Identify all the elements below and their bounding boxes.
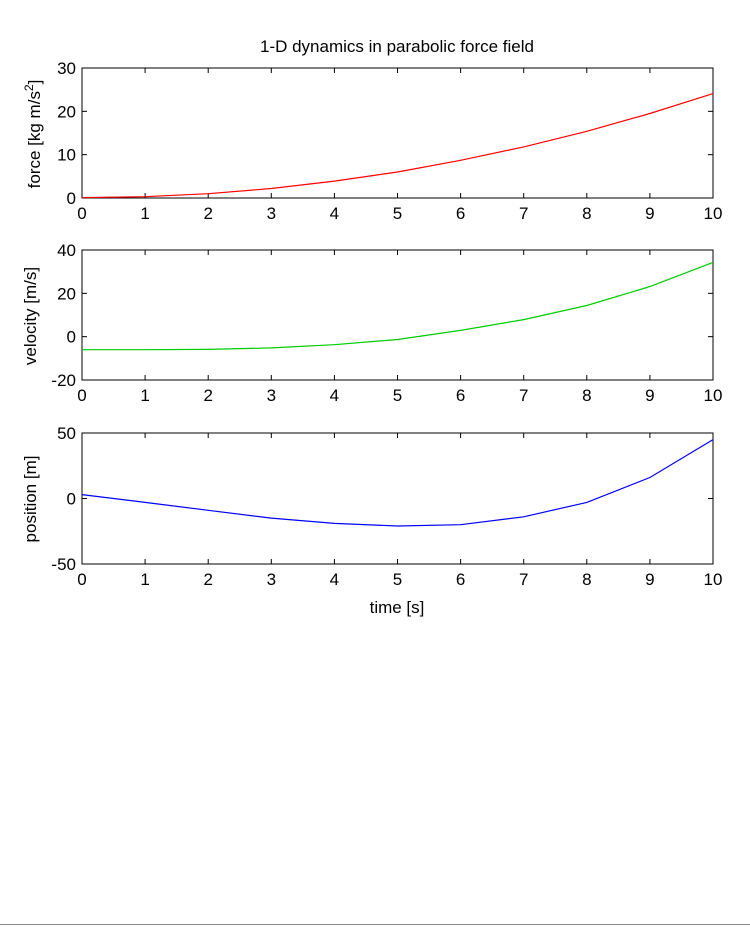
velocity-series-line: [82, 261, 714, 351]
velocity-x-tick-label: 6: [456, 386, 465, 405]
position-x-tick-label: 8: [582, 570, 591, 589]
position-x-tick-label: 10: [704, 570, 723, 589]
position-series-line: [81, 439, 714, 527]
force-y-tick-label: 10: [57, 146, 76, 165]
force-series-line: [81, 93, 714, 199]
force-x-tick-label: 0: [77, 204, 86, 223]
force-y-axis-label-base: force [kg m/s: [25, 91, 44, 188]
force-plot: 0 1 2 3 4 5 6 7 8 9 10 0 10 20 30: [57, 59, 722, 223]
velocity-x-tick-label: 2: [203, 386, 212, 405]
force-x-tick-label: 4: [330, 204, 339, 223]
force-x-tick-label: 8: [582, 204, 591, 223]
position-x-tick-label: 9: [645, 570, 654, 589]
position-y-tick-label: -50: [51, 555, 76, 574]
force-x-tick-label: 7: [519, 204, 528, 223]
velocity-y-axis-label: velocity [m/s]: [21, 267, 40, 365]
position-x-tick-label: 2: [203, 570, 212, 589]
position-y-tick-label: 0: [67, 490, 76, 509]
velocity-x-tick-label: 0: [77, 386, 86, 405]
velocity-x-tick-label: 7: [519, 386, 528, 405]
position-y-tick-label: 50: [57, 424, 76, 443]
force-x-tick-label: 2: [203, 204, 212, 223]
position-x-tick-label: 7: [519, 570, 528, 589]
force-y-axis-label: force [kg m/s2]: [22, 80, 44, 189]
force-y-tick-label: 30: [57, 59, 76, 78]
velocity-y-tick-label: -20: [51, 371, 76, 390]
force-y-axis-label-tail: ]: [25, 80, 44, 85]
velocity-x-tick-label: 8: [582, 386, 591, 405]
force-x-tick-label: 1: [140, 204, 149, 223]
velocity-x-tick-label: 1: [140, 386, 149, 405]
position-x-tick-label: 1: [140, 570, 149, 589]
force-x-tick-label: 9: [645, 204, 654, 223]
force-axes-box: [81, 67, 714, 199]
page-divider: [0, 924, 750, 925]
force-y-tick-label: 20: [57, 102, 76, 121]
force-x-tick-label: 3: [267, 204, 276, 223]
time-x-axis-label: time [s]: [370, 598, 425, 617]
position-x-tick-label: 6: [456, 570, 465, 589]
position-y-axis-label: position [m]: [21, 456, 40, 543]
force-y-tick-label: 0: [67, 189, 76, 208]
position-x-tick-label: 5: [393, 570, 402, 589]
velocity-y-tick-label: 0: [67, 328, 76, 347]
velocity-x-tick-label: 5: [393, 386, 402, 405]
position-x-tick-label: 4: [330, 570, 339, 589]
velocity-y-tick-label: 40: [57, 241, 76, 260]
velocity-axes-box: [81, 249, 714, 381]
force-x-tick-label: 6: [456, 204, 465, 223]
velocity-x-tick-label: 3: [267, 386, 276, 405]
velocity-y-tick-label: 20: [57, 284, 76, 303]
position-x-tick-label: 3: [267, 570, 276, 589]
position-axes-box: [81, 432, 714, 565]
velocity-x-tick-label: 10: [704, 386, 723, 405]
velocity-x-tick-label: 4: [330, 386, 339, 405]
force-x-tick-label: 10: [704, 204, 723, 223]
force-y-axis-label-sup: 2: [22, 84, 36, 91]
figure-title: 1-D dynamics in parabolic force field: [260, 37, 534, 56]
position-x-tick-label: 0: [77, 570, 86, 589]
velocity-x-tick-label: 9: [645, 386, 654, 405]
force-x-tick-label: 5: [393, 204, 402, 223]
